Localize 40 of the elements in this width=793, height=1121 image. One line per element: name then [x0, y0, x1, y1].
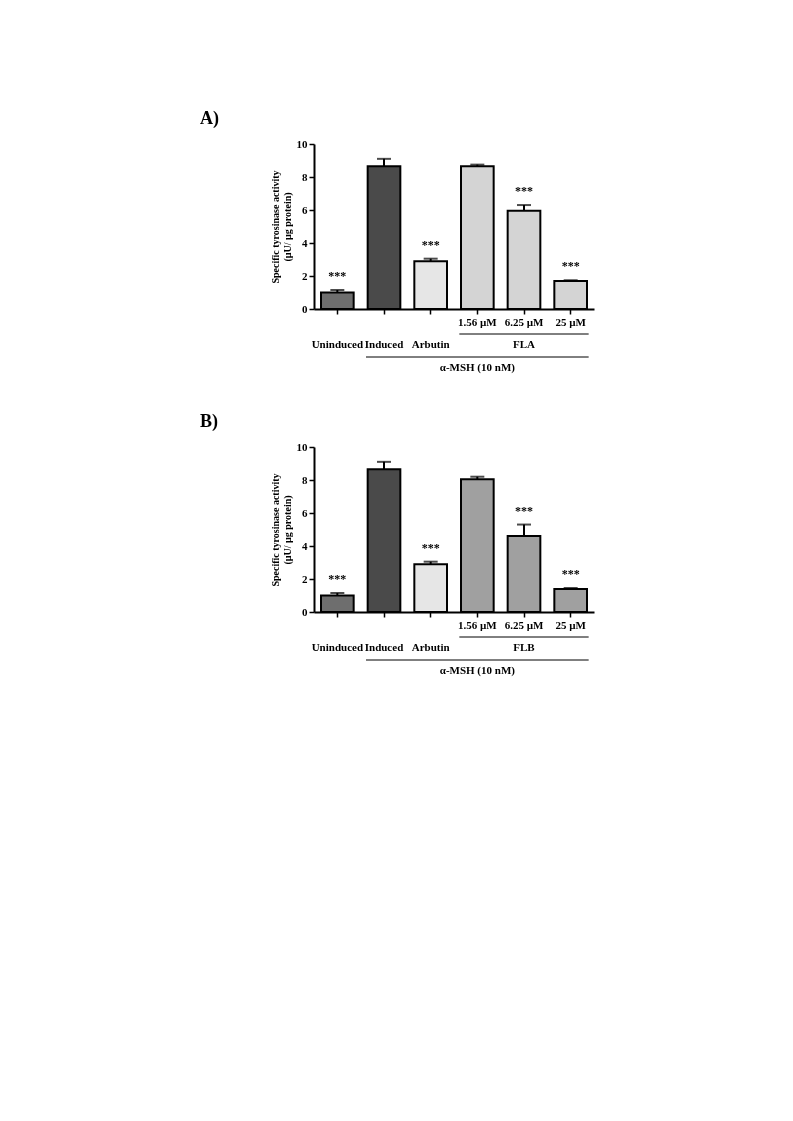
- text: FLB: [513, 641, 536, 653]
- x-tick-label: 1.56 µM: [457, 316, 498, 328]
- annotation: ***: [328, 572, 347, 587]
- x-tick-label: Arbutin: [411, 338, 450, 350]
- annotation: ***: [421, 540, 440, 555]
- y-tick-label: 10: [296, 137, 308, 150]
- text: α-MSH (10 nM): [439, 664, 516, 677]
- y-tick-label: 2: [302, 269, 308, 282]
- annotation: ***: [421, 237, 440, 252]
- y-axis-title: Specific tyrosinase activity (µU/ µg protein): [269, 473, 294, 587]
- chart-title: B): [200, 411, 219, 432]
- x-tick-label: 25 µM: [555, 619, 587, 631]
- y-tick-label: 8: [302, 170, 308, 183]
- x-tick-label: 6.25 µM: [504, 316, 544, 328]
- annotation: ***: [515, 503, 533, 518]
- text: α-MSH (10 nM): [439, 361, 516, 374]
- y-axis-title: Specific tyrosinase activity (µU/ µg protein): [269, 170, 294, 284]
- text: FLA: [513, 338, 536, 350]
- y-tick-label: 0: [302, 605, 308, 618]
- y-tick-label: 10: [296, 440, 308, 453]
- annotation: ***: [515, 184, 533, 199]
- x-tick-label: Induced: [364, 338, 404, 350]
- y-tick-label: 4: [302, 236, 308, 249]
- annotation: ***: [561, 259, 580, 274]
- y-tick-label: 6: [302, 203, 308, 216]
- chart-title: A): [200, 108, 219, 129]
- x-tick-label: Uninduced: [311, 641, 364, 653]
- x-tick-label: Induced: [364, 641, 404, 653]
- y-tick-label: 2: [302, 572, 308, 585]
- y-tick-label: 6: [302, 506, 308, 519]
- x-tick-label: Uninduced: [311, 338, 364, 350]
- x-tick-label: 6.25 µM: [504, 619, 544, 631]
- x-tick-label: 25 µM: [555, 316, 587, 328]
- x-tick-label: Arbutin: [411, 641, 450, 653]
- y-tick-label: 8: [302, 473, 308, 486]
- annotation: ***: [561, 567, 580, 582]
- y-tick-label: 0: [302, 302, 308, 315]
- annotation: ***: [328, 269, 347, 284]
- x-tick-label: 1.56 µM: [457, 619, 498, 631]
- y-tick-label: 4: [302, 539, 308, 552]
